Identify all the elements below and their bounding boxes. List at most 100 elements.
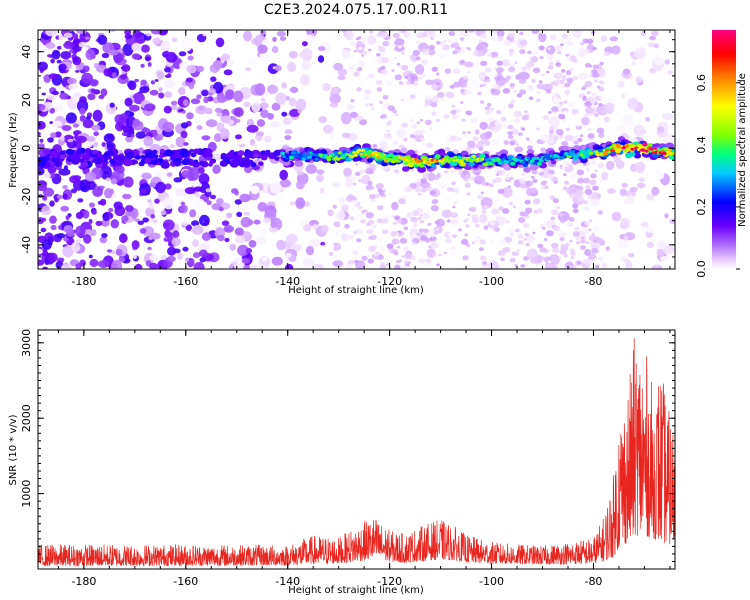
y-tick-label: 1000 [20,480,33,508]
heatmap-cell [489,220,496,226]
heatmap-cell [109,102,115,108]
heatmap-cell [536,208,543,214]
heatmap-cell [478,39,483,43]
heatmap-cell [92,109,103,122]
heatmap-cell [662,112,674,121]
heatmap-cell [75,211,84,220]
heatmap-cell [497,188,505,194]
heatmap-cell [398,64,402,68]
heatmap-cell [295,197,306,209]
heatmap-cell [417,216,422,220]
heatmap-cell [430,130,434,134]
heatmap-cell [83,234,92,244]
heatmap-cell [631,61,636,66]
heatmap-cell [520,264,525,268]
heatmap-cell [155,181,166,194]
heatmap-cell [584,206,589,211]
heatmap-cell [205,188,212,193]
heatmap-cell [297,109,302,114]
heatmap-cell [546,173,554,179]
heatmap-cell [215,37,225,48]
heatmap-cell [387,120,392,124]
heatmap-cell [190,98,201,105]
heatmap-cell [568,135,574,139]
heatmap-cell [547,47,551,50]
heatmap-cell [356,87,362,92]
heatmap-cell [406,208,414,214]
heatmap-cell [400,30,407,33]
heatmap-cell [365,168,374,175]
heatmap-cell [591,211,595,215]
heatmap-cell [466,78,478,91]
heatmap-cell [561,140,569,147]
heatmap-cell [71,241,81,253]
heatmap-cell [449,135,458,142]
heatmap-cell [260,227,267,236]
heatmap-cell [175,188,187,197]
heatmap-cell [115,248,123,256]
heatmap-cell [421,81,425,85]
heatmap-cell [563,173,567,177]
heatmap-cell [58,168,71,176]
heatmap-cell [492,84,499,90]
heatmap-cell [409,94,416,99]
heatmap-cell [256,131,265,137]
heatmap-cell [536,91,541,94]
heatmap-cell [221,53,231,62]
heatmap-cell [452,68,461,75]
heatmap-cell [462,255,469,261]
heatmap-cell [133,254,137,260]
heatmap-cell [414,80,418,83]
heatmap-cell [421,188,427,193]
heatmap-cell [209,159,215,165]
heatmap-cell [394,169,400,174]
heatmap-cell [49,150,59,158]
heatmap-cell [107,249,112,253]
heatmap-cell [78,158,85,163]
heatmap-cell [285,96,290,101]
heatmap-cell [452,205,456,209]
heatmap-cell [185,224,192,231]
heatmap-cell [525,180,533,187]
heatmap-cell [65,215,70,221]
heatmap-cell [444,68,452,74]
heatmap-cell [358,76,366,83]
heatmap-cell [213,133,222,143]
heatmap-cell [401,265,407,269]
heatmap-cell [430,101,438,108]
heatmap-cell [438,253,442,257]
heatmap-cell [637,58,644,66]
heatmap-cell [39,67,44,73]
heatmap-cell [62,193,68,200]
heatmap-cell [423,228,429,233]
heatmap-cell [113,201,123,210]
heatmap-cell [488,117,495,123]
heatmap-cell [45,42,56,49]
heatmap-cell [567,41,573,46]
heatmap-cell [507,32,515,38]
heatmap-cell [598,80,605,85]
heatmap-cell [588,256,592,260]
heatmap-cell [519,89,526,95]
heatmap-cell [337,151,342,155]
heatmap-cell [388,153,394,158]
heatmap-cell [568,216,575,222]
heatmap-cell [372,188,380,194]
heatmap-cell [596,243,601,246]
heatmap-cell [56,103,64,113]
heatmap-cell [41,92,46,96]
heatmap-cell [507,124,514,130]
heatmap-cell [420,162,424,165]
heatmap-cell [256,119,266,127]
heatmap-cell [359,169,365,174]
heatmap-cell [525,242,530,247]
heatmap-cell [58,63,67,72]
heatmap-cell [543,238,548,241]
heatmap-cell [362,151,367,155]
heatmap-cell [240,216,252,228]
heatmap-cell [460,101,464,104]
heatmap-cell [60,136,65,141]
heatmap-cell [484,186,492,192]
heatmap-cell [72,50,78,55]
heatmap-cell [466,71,471,74]
